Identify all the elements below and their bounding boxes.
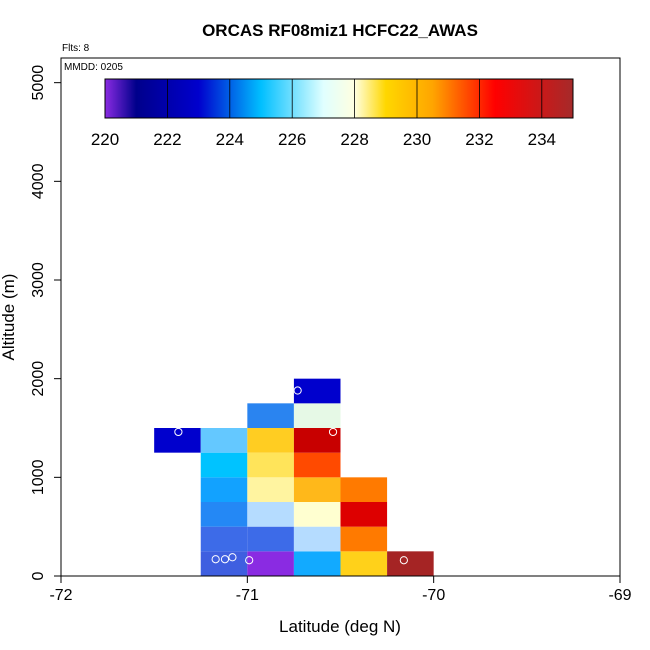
sample-point [220,555,230,564]
heatmap-cell [247,502,294,527]
date-note: MMDD: 0205 [64,62,123,73]
chart-title: ORCAS RF08miz1 HCFC22_AWAS [202,21,478,40]
heatmap-cell [247,403,294,428]
heatmap-cell [293,403,341,428]
y-tick-label: 2000 [30,361,47,397]
colorbar-tick-label: 234 [528,130,556,149]
heatmap-cell [340,526,388,552]
heatmap-cell [247,526,294,552]
x-tick-label: -71 [236,587,259,604]
sample-point [399,556,408,565]
heatmap-cell [247,428,294,453]
x-tick-label: -69 [608,587,631,604]
y-axis-label: Altitude (m) [0,274,18,361]
sample-point [228,553,237,562]
y-tick-label: 0 [30,571,47,580]
y-axis: 0 1000 2000 3000 4000 5000 [30,65,62,580]
colorbar-tick-label: 224 [216,130,244,149]
x-axis: -72 -71 -70 -69 [49,575,632,604]
sample-point [328,427,338,437]
heatmap-cell [340,551,388,576]
y-tick-label: 4000 [30,163,47,199]
colorbar-tick-label: 220 [91,130,119,149]
heatmap-cell [340,477,388,502]
sample-point [174,427,183,437]
heatmap-cell [154,428,201,453]
heatmap-cell [200,526,248,552]
heatmap-cell [293,502,341,527]
colorbar-tick-label: 226 [278,130,306,149]
colorbar-tick-label: 230 [403,130,431,149]
colorbar-frame [104,78,574,119]
heatmap-cell [200,477,248,502]
colorbar-gradient [105,79,573,118]
y-tick-label: 3000 [30,262,47,298]
heatmap-cell [293,428,341,453]
heatmap-cell [200,502,248,527]
colorbar-tick-label: 222 [153,130,181,149]
x-tick-label: -72 [49,587,72,604]
y-tick-label: 5000 [30,65,47,101]
heatmap-cell [247,477,294,502]
heatmap-cell [247,452,294,478]
x-axis-label: Latitude (deg N) [279,617,401,636]
heatmap-cell [293,551,341,576]
colorbar: 220 222 224 226 228 230 232 234 [91,78,574,149]
colorbar-tick-label: 228 [340,130,368,149]
y-tick-label: 1000 [30,459,47,495]
heatmap-cell [293,452,341,478]
sample-point [211,555,220,564]
heatmap-cell [340,502,388,527]
heatmap-cell [293,526,341,552]
heatmap-cell [293,477,341,502]
heatmap-cell [200,428,248,453]
heatmap-cells [154,378,434,576]
sample-points [174,386,408,565]
sample-point [245,556,254,565]
heatmap-cell [247,551,294,576]
colorbar-tick-label: 232 [465,130,493,149]
sample-point [293,386,302,395]
flights-note: Flts: 8 [62,43,90,54]
heatmap-cell [200,551,248,576]
heatmap-cell [200,452,248,478]
heatmap-cell [387,551,434,576]
x-tick-label: -70 [422,587,445,604]
